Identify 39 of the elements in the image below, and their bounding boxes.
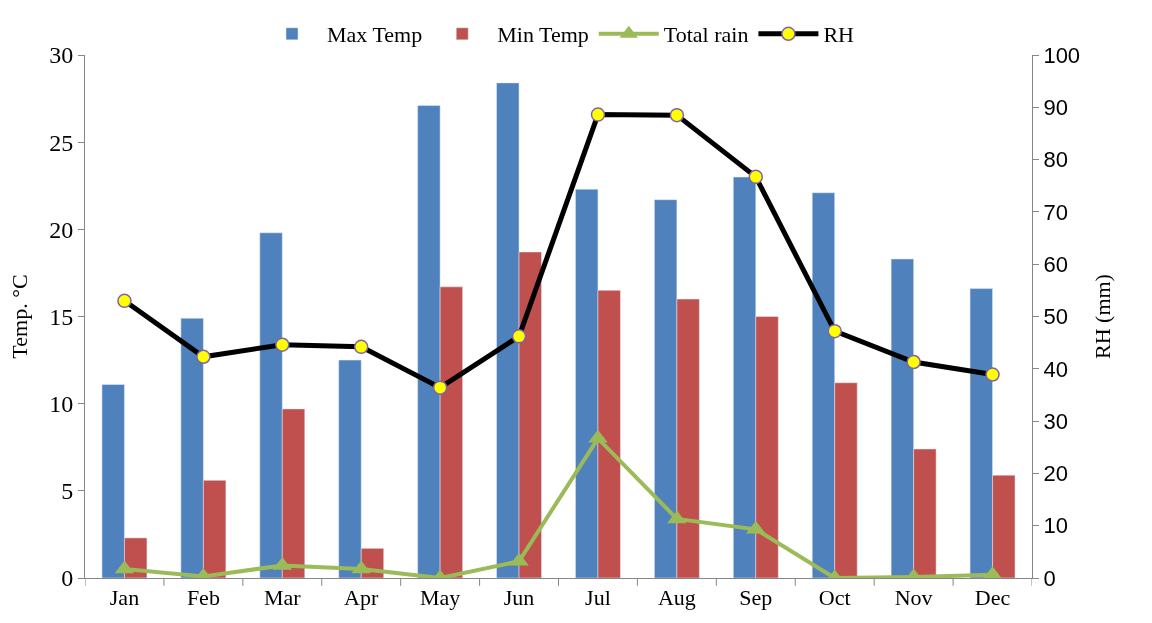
legend-label: RH — [823, 22, 855, 48]
y-tick-label: 0 — [61, 565, 74, 592]
x-tick-label: Apr — [344, 585, 379, 611]
y2-tick-label: 0 — [1043, 565, 1056, 591]
x-tick-label: May — [419, 585, 461, 611]
y2-tick-label: 80 — [1043, 147, 1068, 173]
legend-label: Total rain — [663, 22, 749, 48]
x-tick-label: Jul — [585, 585, 611, 611]
y2-tick-label: 50 — [1043, 304, 1068, 330]
y-tick-label: 20 — [49, 216, 74, 243]
y2-tick-label: 100 — [1043, 42, 1081, 68]
y2-axis-title: RH (mm) — [1090, 274, 1116, 359]
y2-tick-label: 40 — [1043, 356, 1068, 382]
y-tick-label: 5 — [61, 478, 74, 505]
x-tick-label: Nov — [894, 585, 933, 611]
y2-tick-label: 90 — [1043, 95, 1068, 120]
y2-tick-label: 20 — [1043, 461, 1068, 487]
y-axis-title: Temp. °C — [7, 274, 32, 359]
y-tick-label: 15 — [49, 303, 74, 330]
y2-tick-label: 10 — [1043, 513, 1068, 539]
legend-label: Max Temp — [327, 22, 423, 48]
x-tick-label: Feb — [186, 585, 220, 611]
x-tick-label: Mar — [263, 585, 302, 611]
y-tick-label: 30 — [49, 42, 74, 69]
x-tick-label: Jan — [109, 585, 140, 611]
point — [588, 429, 608, 443]
x-tick-label: Oct — [818, 585, 851, 611]
x-tick-label: Aug — [657, 585, 696, 611]
x-tick-label: Sep — [739, 585, 773, 611]
x-tick-label: Jun — [503, 585, 535, 611]
y2-tick-label: 60 — [1043, 251, 1068, 277]
y2-tick-label: 70 — [1043, 199, 1068, 225]
y-tick-label: 25 — [49, 129, 74, 156]
point — [667, 510, 687, 524]
y-tick-label: 10 — [49, 391, 74, 418]
x-tick-label: Dec — [974, 585, 1011, 611]
legend-label: Min Temp — [497, 22, 589, 48]
point — [509, 552, 529, 566]
y2-tick-label: 30 — [1043, 408, 1068, 434]
